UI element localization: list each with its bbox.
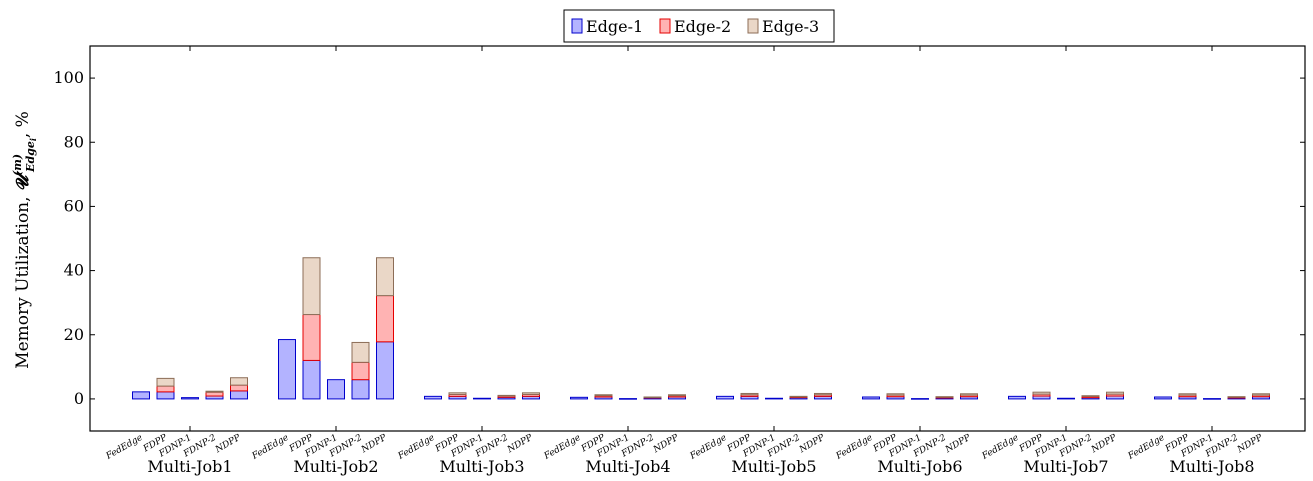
- method-label: NDPP: [359, 432, 389, 455]
- legend-label-edge-1: Edge-1: [586, 17, 643, 36]
- method-label: FedEdge: [688, 433, 729, 462]
- bar-edge-1-multi-job8-fededge: [1154, 396, 1172, 400]
- bar-edge-3-multi-job1-ndpp: [230, 377, 248, 386]
- method-label: FedEdge: [1126, 433, 1167, 462]
- method-label: NDPP: [1089, 432, 1119, 455]
- bar-edge-2-multi-job1-fdnp-2: [205, 391, 224, 397]
- bar-edge-1-multi-job1-ndpp: [230, 390, 248, 400]
- bar-edge-3-multi-job6-fdnp-2: [935, 396, 954, 398]
- bar-edge-1-multi-job7-fededge: [1008, 395, 1026, 400]
- bar-edge-1-multi-job1-fededge: [132, 391, 150, 400]
- method-label: NDPP: [797, 432, 827, 455]
- bar-edge-3-multi-job2-ndpp: [376, 257, 394, 297]
- y-axis-title-part: (m): [11, 154, 24, 176]
- bar-edge-2-multi-job2-fdnp-2: [351, 361, 370, 381]
- legend-label-edge-2: Edge-2: [674, 17, 731, 36]
- bar-edge-1-multi-job5-fdnp-1: [765, 397, 783, 400]
- bar-edge-3-multi-job4-fdpp: [594, 394, 613, 397]
- group-label: Multi-Job7: [1023, 457, 1108, 476]
- y-axis-title-part: i: [28, 138, 38, 141]
- bar-edge-3-multi-job2-fdnp-2: [351, 341, 370, 363]
- method-label: FedEdge: [396, 433, 437, 462]
- method-label: NDPP: [213, 432, 243, 455]
- y-axis-title: Memory Utilization, 𝓤(m)Edgei, %: [11, 111, 38, 369]
- bar-edge-3-multi-job5-fdnp-2: [789, 395, 808, 398]
- bar-edge-3-multi-job7-fdpp: [1032, 391, 1051, 395]
- bar-edge-3-multi-job6-fdpp: [886, 393, 905, 396]
- bar-edge-1-multi-job2-fdnp-1: [327, 379, 345, 400]
- bar-edge-1-multi-job2-ndpp: [376, 341, 394, 400]
- bar-edge-1-multi-job8-fdnp-1: [1203, 398, 1221, 400]
- legend-swatch-edge-3: [747, 18, 759, 34]
- plot-area: 020406080100FedEdgeFDPPFDNP-1FDNP-2NDPPM…: [53, 45, 1306, 476]
- group-label: Multi-Job8: [1169, 457, 1254, 476]
- legend-swatch-edge-1: [571, 18, 583, 34]
- method-label: NDPP: [1235, 432, 1265, 455]
- bar-edge-3-multi-job4-fdnp-2: [643, 396, 662, 399]
- bar-edge-3-multi-job3-fdpp: [448, 392, 467, 395]
- bar-edge-3-multi-job5-fdpp: [740, 392, 759, 396]
- method-label: FedEdge: [980, 433, 1021, 462]
- bar-edge-2-multi-job1-ndpp: [230, 384, 248, 392]
- method-label: NDPP: [651, 432, 681, 455]
- bar-edge-3-multi-job3-ndpp: [522, 392, 540, 395]
- bar-edge-1-multi-job5-fededge: [716, 395, 734, 400]
- bar-edge-1-multi-job6-fdnp-1: [911, 398, 929, 400]
- legend-swatch-edge-2: [659, 18, 671, 34]
- group-label: Multi-Job1: [147, 457, 232, 476]
- y-tick-label: 40: [64, 261, 84, 280]
- method-label: FedEdge: [104, 433, 145, 462]
- group-label: Multi-Job4: [585, 457, 670, 476]
- plot-frame: [89, 45, 1306, 432]
- method-label: FedEdge: [250, 433, 291, 462]
- group-label: Multi-Job2: [293, 457, 378, 476]
- legend-label-edge-3: Edge-3: [762, 17, 819, 36]
- bar-edge-1-multi-job2-fededge: [278, 339, 296, 400]
- method-label: NDPP: [943, 432, 973, 455]
- bar-edge-3-multi-job3-fdnp-2: [497, 394, 516, 397]
- bar-edge-1-multi-job7-fdnp-1: [1057, 397, 1075, 400]
- method-label: FedEdge: [542, 433, 583, 462]
- bar-edge-3-multi-job8-fdnp-2: [1227, 396, 1246, 398]
- bar-edge-3-multi-job8-fdpp: [1178, 393, 1197, 396]
- bar-edge-1-multi-job2-fdnp-2: [351, 379, 370, 400]
- bar-edge-2-multi-job2-ndpp: [376, 295, 394, 343]
- bar-edge-1-multi-job1-fdpp: [156, 391, 175, 400]
- y-tick-label: 20: [64, 325, 84, 344]
- bar-edge-3-multi-job7-fdnp-2: [1081, 395, 1100, 397]
- y-tick-label: 80: [64, 132, 84, 151]
- bar-edge-3-multi-job8-ndpp: [1252, 393, 1270, 396]
- method-label: NDPP: [505, 432, 535, 455]
- bar-edge-3-multi-job1-fdpp: [156, 377, 175, 387]
- bar-edge-3-multi-job1-fdnp-2: [205, 390, 224, 393]
- y-tick-label: 0: [74, 389, 84, 408]
- bar-edge-1-multi-job3-fdnp-1: [473, 397, 491, 400]
- bar-edge-3-multi-job6-ndpp: [960, 393, 978, 396]
- y-axis-title-part: Edge: [24, 141, 37, 173]
- y-tick-label: 100: [53, 68, 84, 87]
- y-tick-label: 60: [64, 196, 84, 215]
- bar-edge-1-multi-job4-fdnp-1: [619, 398, 637, 400]
- y-axis-label: Memory Utilization, 𝓤(m)Edgei, %: [11, 111, 38, 369]
- bar-edge-1-multi-job2-fdpp: [302, 359, 321, 400]
- bar-edge-2-multi-job1-fdpp: [156, 385, 175, 393]
- legend-box: [563, 9, 835, 43]
- bar-edge-3-multi-job2-fdpp: [302, 257, 321, 316]
- bar-edge-3-multi-job5-ndpp: [814, 392, 832, 396]
- bar-edge-1-multi-job1-fdnp-1: [181, 397, 199, 400]
- bar-edge-3-multi-job4-ndpp: [668, 394, 686, 397]
- bar-edge-1-multi-job3-fededge: [424, 395, 442, 400]
- y-axis-title-part: , %: [13, 111, 33, 138]
- method-label: FedEdge: [834, 433, 875, 462]
- group-label: Multi-Job5: [731, 457, 816, 476]
- bar-edge-2-multi-job2-fdpp: [302, 314, 321, 361]
- bar-edge-1-multi-job4-fededge: [570, 396, 588, 400]
- legend: Edge-1 Edge-2 Edge-3: [563, 9, 835, 43]
- bar-edge-3-multi-job7-ndpp: [1106, 391, 1124, 395]
- bar-edge-1-multi-job6-fededge: [862, 396, 880, 400]
- y-axis-title-part: Memory Utilization,: [13, 191, 33, 369]
- group-label: Multi-Job6: [877, 457, 962, 476]
- group-label: Multi-Job3: [439, 457, 524, 476]
